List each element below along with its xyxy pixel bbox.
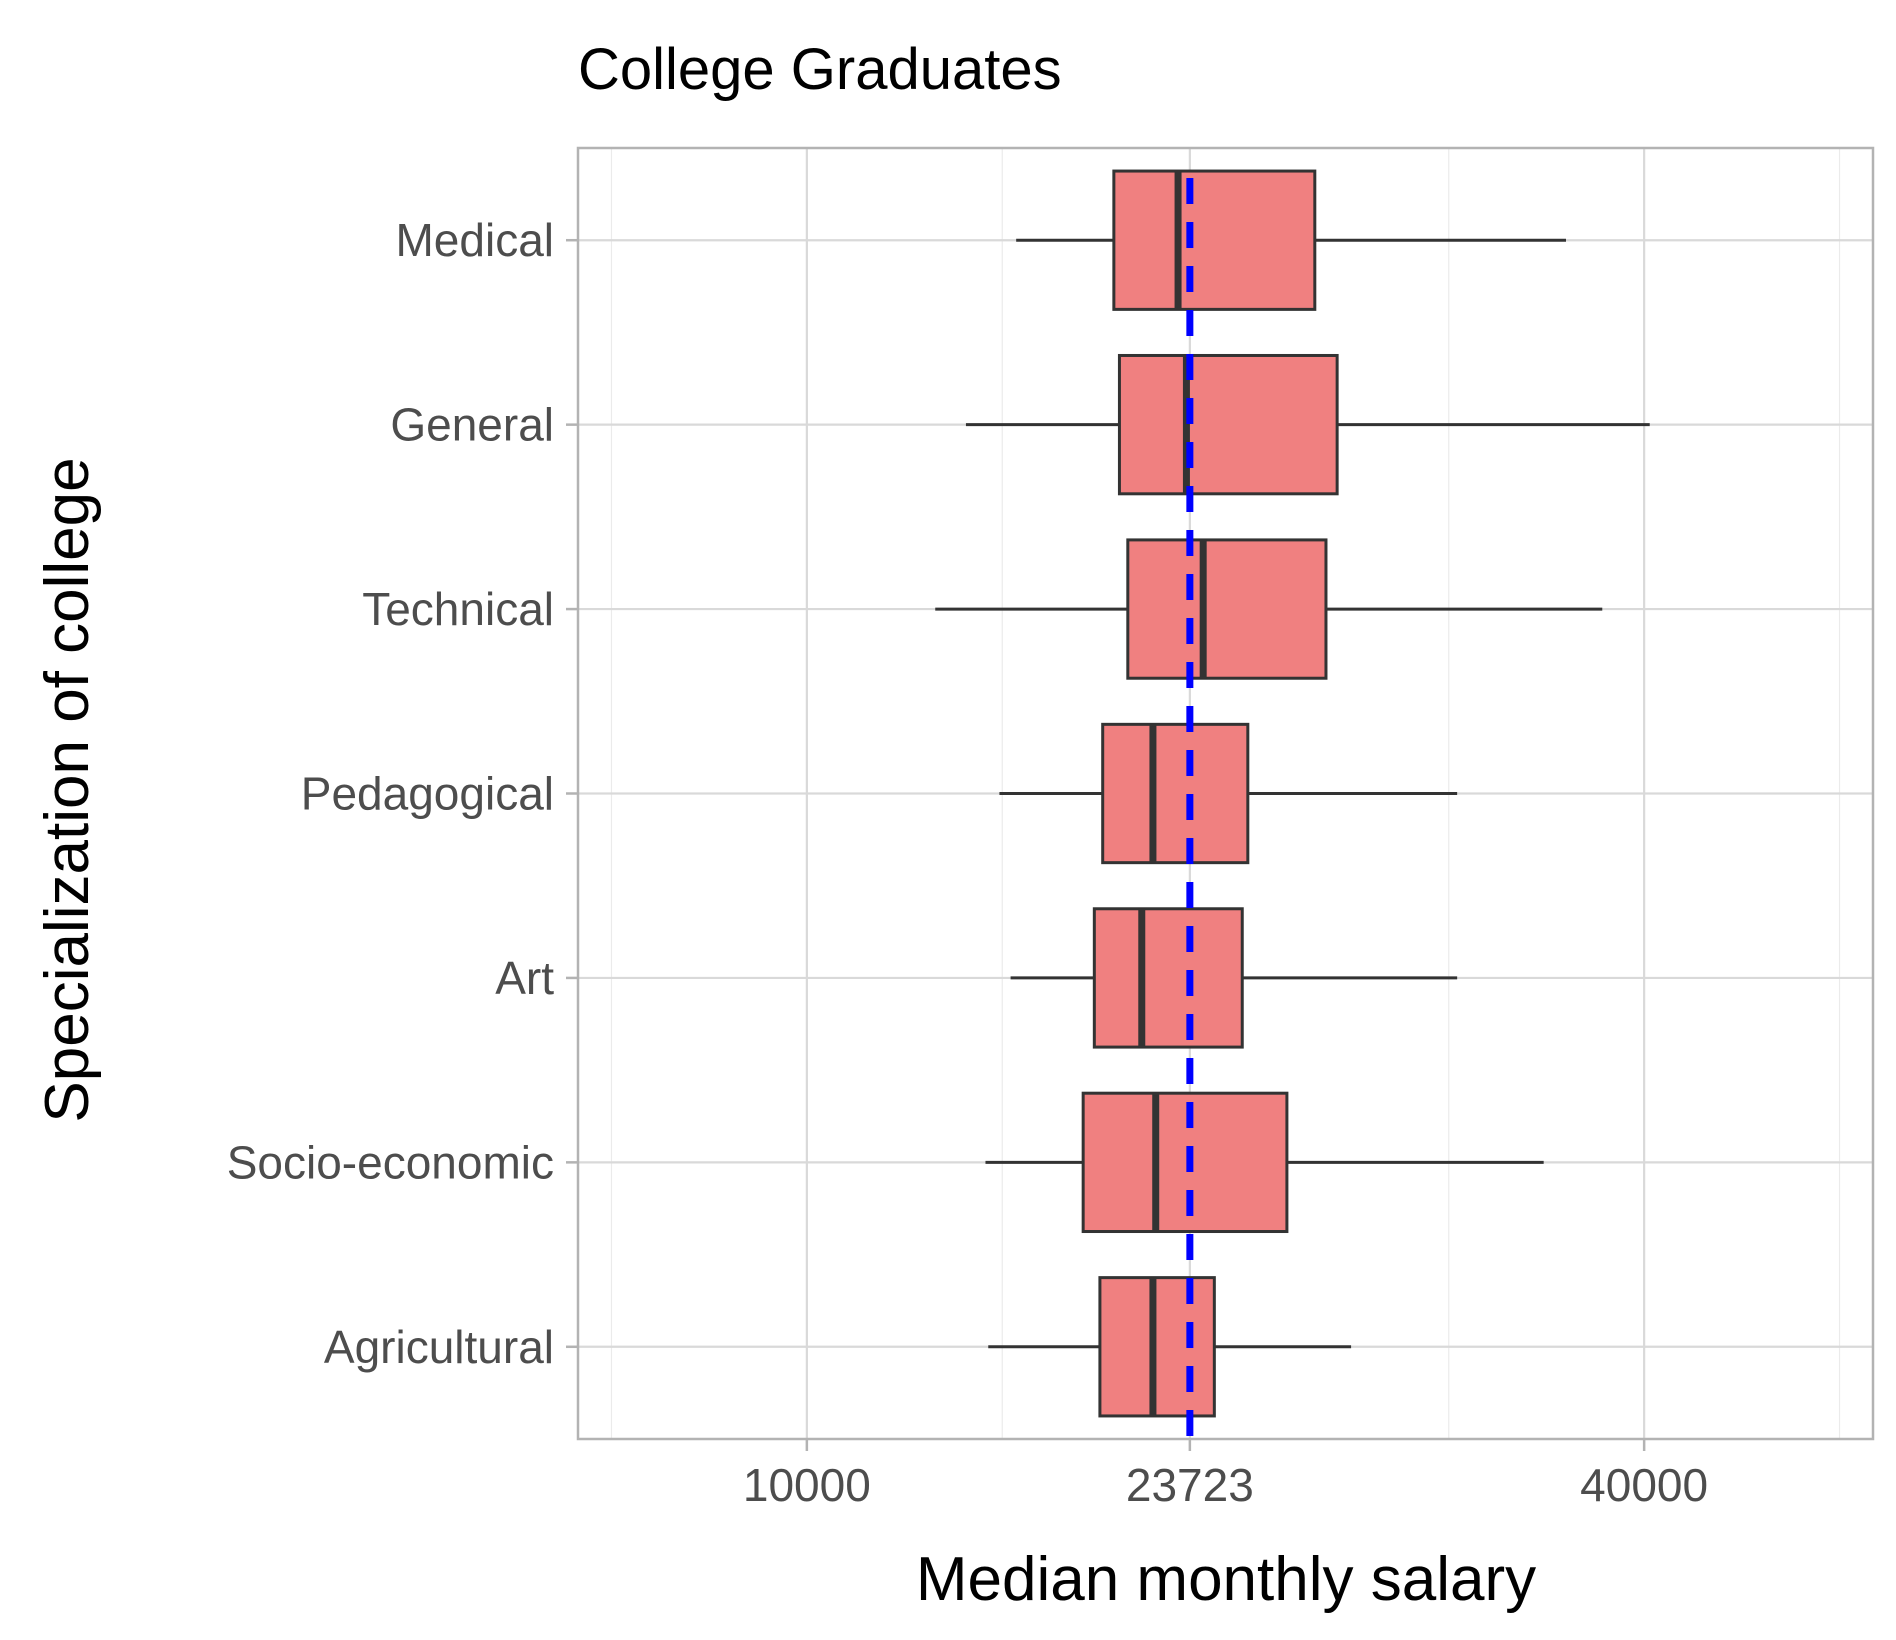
y-tick-label: Agricultural (324, 1321, 554, 1373)
box-iqr (1112, 169, 1317, 311)
x-axis-title: Median monthly salary (916, 1545, 1536, 1614)
box-iqr (1092, 907, 1244, 1049)
box-iqr (1098, 1276, 1216, 1418)
box-group (988, 1276, 1352, 1418)
box-iqr (1126, 538, 1328, 680)
y-tick-label: Medical (395, 214, 554, 266)
box-group (985, 1091, 1544, 1234)
box-group (999, 722, 1458, 865)
axis-layer: Medical General Technical Pedagogical Art Soc… (227, 146, 1875, 1511)
y-tick-label: Socio-economic (227, 1136, 554, 1188)
box-iqr (1117, 353, 1339, 496)
x-tick-label: 10000 (743, 1459, 871, 1511)
chart-title: College Graduates (578, 37, 1062, 102)
box-group (1016, 169, 1566, 311)
x-tick-label: 23723 (1126, 1459, 1254, 1511)
box-group (935, 538, 1603, 680)
y-axis-title: Specialization of college (33, 457, 102, 1122)
y-tick-label: Pedagogical (301, 768, 554, 820)
box-group (1010, 907, 1458, 1049)
y-tick-label: Art (495, 952, 554, 1004)
y-tick-label: General (390, 399, 554, 451)
boxes-layer (935, 169, 1650, 1418)
x-tick-label: 40000 (1580, 1459, 1708, 1511)
y-tick-label: Technical (362, 583, 554, 635)
box-group (965, 353, 1650, 496)
box-iqr (1101, 722, 1250, 865)
box-iqr (1081, 1091, 1289, 1234)
